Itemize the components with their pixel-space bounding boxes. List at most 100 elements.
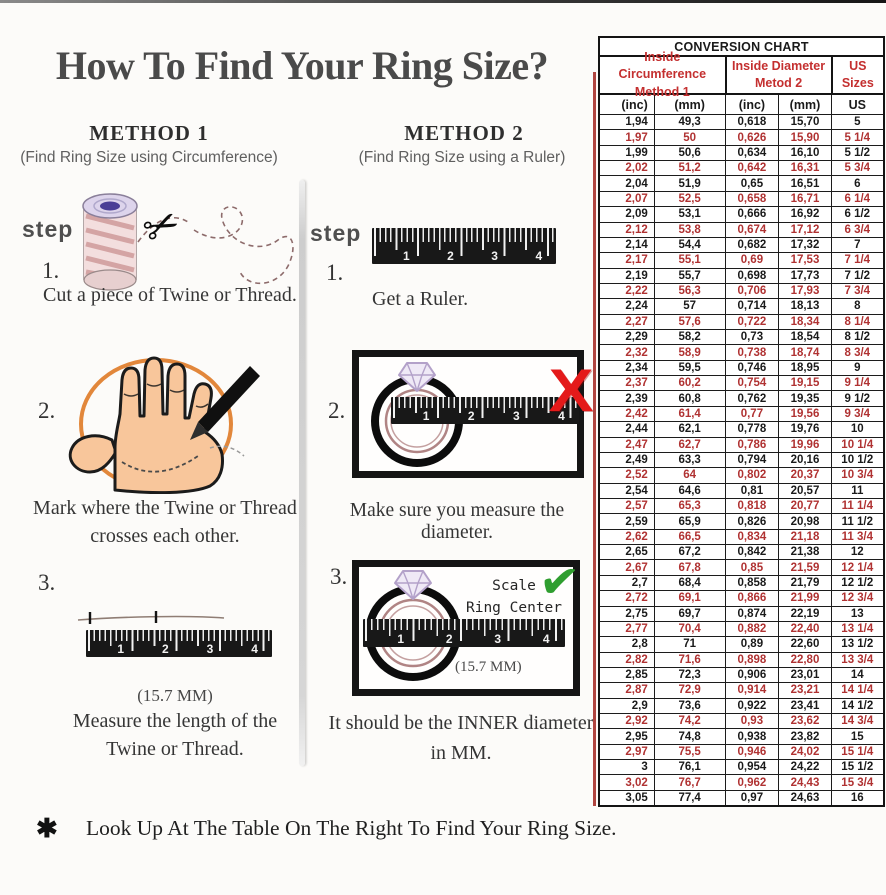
table-cell: 22,60 <box>778 637 830 652</box>
pen-icon <box>190 366 260 440</box>
method1-step3-caption-line2: Twine or Thread. <box>106 738 244 760</box>
table-cell: 50,6 <box>653 145 725 161</box>
table-row: 2,95 74,8 0,938 23,82 15 <box>600 728 883 744</box>
table-cell: 2,47 <box>625 438 648 451</box>
ruler-number: 2 <box>445 632 453 646</box>
table-row: 2,17 55,1 0,69 17,53 7 1/4 <box>600 252 883 268</box>
table-cell: 71 <box>653 637 725 652</box>
table-cell: 19,35 <box>778 391 830 406</box>
table-cell: 2,65 <box>625 546 648 559</box>
ruler-graphic-correct: 1 2 3 4 <box>363 619 565 647</box>
table-cell: 0,818 <box>724 498 779 514</box>
table-cell: 0,786 <box>724 437 779 452</box>
table-cell: 0,73 <box>724 330 779 345</box>
table-cell: 12 3/4 <box>830 591 883 606</box>
table-cell: 19,56 <box>778 406 830 422</box>
method2-step3-number: 3. <box>330 564 348 589</box>
table-row: 2,47 62,7 0,786 19,96 10 1/4 <box>600 436 883 452</box>
ruler-graphic-method2: 1 2 3 4 <box>372 228 556 264</box>
table-cell: 0,658 <box>724 191 779 207</box>
table-cell: 6 <box>830 176 883 191</box>
table-group-headers: Inside Circumference Method 1 Inside Dia… <box>600 50 883 99</box>
method1-step3-number: 3. <box>38 570 56 595</box>
table-cell: 10 <box>830 422 883 437</box>
table-cell: 54,4 <box>653 237 725 253</box>
table-cell: 0,65 <box>724 176 779 191</box>
table-cell: 0,69 <box>724 253 779 268</box>
table-cell: 0,866 <box>724 591 779 606</box>
table-cell: 24,02 <box>778 744 830 760</box>
table-cell: 1,97 <box>625 131 648 144</box>
ruler-number: 4 <box>251 642 258 656</box>
table-cell: 2,07 <box>625 192 648 205</box>
table-cell: 0,914 <box>724 683 779 698</box>
method1-step3-caption-line1: Measure the length of the <box>72 710 278 732</box>
table-cell: 16,10 <box>778 145 830 161</box>
table-cell: 0,81 <box>724 483 779 498</box>
table-cell: 19,76 <box>778 422 830 437</box>
table-row: 2,42 61,4 0,77 19,56 9 3/4 <box>600 405 883 422</box>
green-check-mark: ✔ <box>536 554 582 611</box>
table-cell: 16,71 <box>778 191 830 207</box>
table-cell: 0,634 <box>724 145 779 161</box>
method1-step-label: step <box>22 216 74 242</box>
table-cell: 18,74 <box>778 345 830 360</box>
table-cell: 18,34 <box>778 314 830 330</box>
table-cell: 60,2 <box>653 376 725 391</box>
table-cell: 8 3/4 <box>830 345 883 360</box>
correct-measurement-box: Scale Ring Center ✔ 1 2 3 4 (15.7 MM) <box>352 554 582 696</box>
table-row: 2,32 58,9 0,738 18,74 8 3/4 <box>600 344 883 360</box>
table-row: 2,87 72,9 0,914 23,21 14 1/4 <box>600 682 883 698</box>
table-cell: 6 1/2 <box>830 207 883 222</box>
table-cell: 72,3 <box>653 667 725 683</box>
table-cell: 2,12 <box>625 223 648 236</box>
table-row: 2,62 66,5 0,834 21,18 11 3/4 <box>600 528 883 545</box>
table-cell: 0,706 <box>724 283 779 299</box>
table-row: 2,49 63,3 0,794 20,16 10 1/2 <box>600 451 883 468</box>
table-cell: 22,40 <box>778 621 830 637</box>
ruler-number: 3 <box>206 642 214 656</box>
table-cell: 2,54 <box>625 484 648 497</box>
table-cell: 57 <box>653 299 725 314</box>
table-row: 2,85 72,3 0,906 23,01 14 <box>600 666 883 683</box>
wrong-measurement-box: 1 2 3 4 X <box>352 350 593 478</box>
table-cell: 7 <box>830 237 883 253</box>
table-cell: 74,2 <box>653 714 725 729</box>
method2-step3-caption-line2: in MM. <box>430 742 492 764</box>
table-row: 2,24 57 0,714 18,13 8 <box>600 298 883 314</box>
twine-spool-icon: ✂ <box>82 193 294 291</box>
table-cell: 2,97 <box>625 745 648 758</box>
table-accent-line <box>593 72 596 806</box>
table-cell: 63,3 <box>653 452 725 468</box>
table-row: 2,27 57,6 0,722 18,34 8 1/4 <box>600 313 883 330</box>
table-cell: 70,4 <box>653 621 725 637</box>
table-cell: 2,37 <box>625 377 648 390</box>
table-cell: 2,17 <box>625 254 648 267</box>
table-cell: 2,19 <box>625 269 648 282</box>
table-cell: 12 1/2 <box>830 575 883 591</box>
table-cell: 69,1 <box>653 591 725 606</box>
table-cell: 2,62 <box>625 530 648 543</box>
table-cell: 73,6 <box>653 698 725 714</box>
table-cell: 8 1/4 <box>830 314 883 330</box>
ruler-number: 2 <box>161 642 169 656</box>
table-cell: 76,7 <box>653 775 725 790</box>
table-cell: 17,12 <box>778 222 830 237</box>
table-cell: 62,7 <box>653 437 725 452</box>
table-cell: 2,7 <box>631 576 648 589</box>
table-cell: 5 1/4 <box>830 130 883 145</box>
table-cell: 0,778 <box>724 422 779 437</box>
table-cell: 17,93 <box>778 283 830 299</box>
table-cell: 3 <box>641 761 648 774</box>
table-cell: 15 1/2 <box>830 760 883 775</box>
table-cell: 0,842 <box>724 545 779 560</box>
table-cell: 0,762 <box>724 391 779 406</box>
table-cell: 51,9 <box>653 176 725 191</box>
table-cell: 15 <box>830 729 883 744</box>
ruler-number: 1 <box>397 632 405 646</box>
table-cell: 65,9 <box>653 514 725 529</box>
frame-measurement: (15.7 MM) <box>455 659 522 675</box>
table-cell: 60,8 <box>653 391 725 406</box>
ruler-number: 1 <box>402 249 410 263</box>
table-cell: 2,87 <box>625 684 648 697</box>
